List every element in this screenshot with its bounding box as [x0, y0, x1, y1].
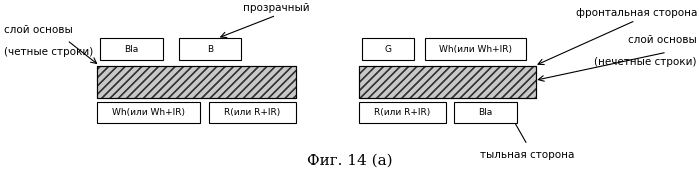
Bar — [208, 102, 296, 123]
Bar — [425, 38, 526, 60]
Bar — [359, 66, 536, 98]
Bar — [359, 66, 536, 98]
Text: R(или R+IR): R(или R+IR) — [224, 108, 280, 117]
Text: G: G — [384, 45, 391, 54]
Bar — [359, 102, 446, 123]
Text: B: B — [207, 45, 213, 54]
Bar — [97, 66, 296, 98]
Text: Bla: Bla — [124, 45, 138, 54]
Text: Wh(или Wh+IR): Wh(или Wh+IR) — [112, 108, 185, 117]
Bar — [359, 66, 536, 98]
Text: (нечетные строки): (нечетные строки) — [594, 57, 697, 67]
Text: R(или R+IR): R(или R+IR) — [374, 108, 431, 117]
Bar — [454, 102, 517, 123]
Text: Wh(или Wh+IR): Wh(или Wh+IR) — [439, 45, 512, 54]
Bar — [97, 66, 296, 98]
Text: слой основы: слой основы — [628, 35, 697, 45]
Bar — [97, 102, 200, 123]
Text: прозрачный: прозрачный — [243, 3, 310, 13]
Bar — [362, 38, 415, 60]
Bar — [97, 66, 296, 98]
Bar — [100, 38, 163, 60]
Text: Фиг. 14 (а): Фиг. 14 (а) — [307, 153, 392, 167]
Bar — [178, 38, 241, 60]
Text: фронтальная сторона: фронтальная сторона — [575, 8, 697, 18]
Text: тыльная сторона: тыльная сторона — [480, 150, 575, 160]
Text: (четные строки): (четные строки) — [4, 47, 94, 57]
Bar — [97, 66, 296, 98]
Text: слой основы: слой основы — [4, 25, 73, 35]
Text: Bla: Bla — [478, 108, 493, 117]
Bar — [359, 66, 536, 98]
